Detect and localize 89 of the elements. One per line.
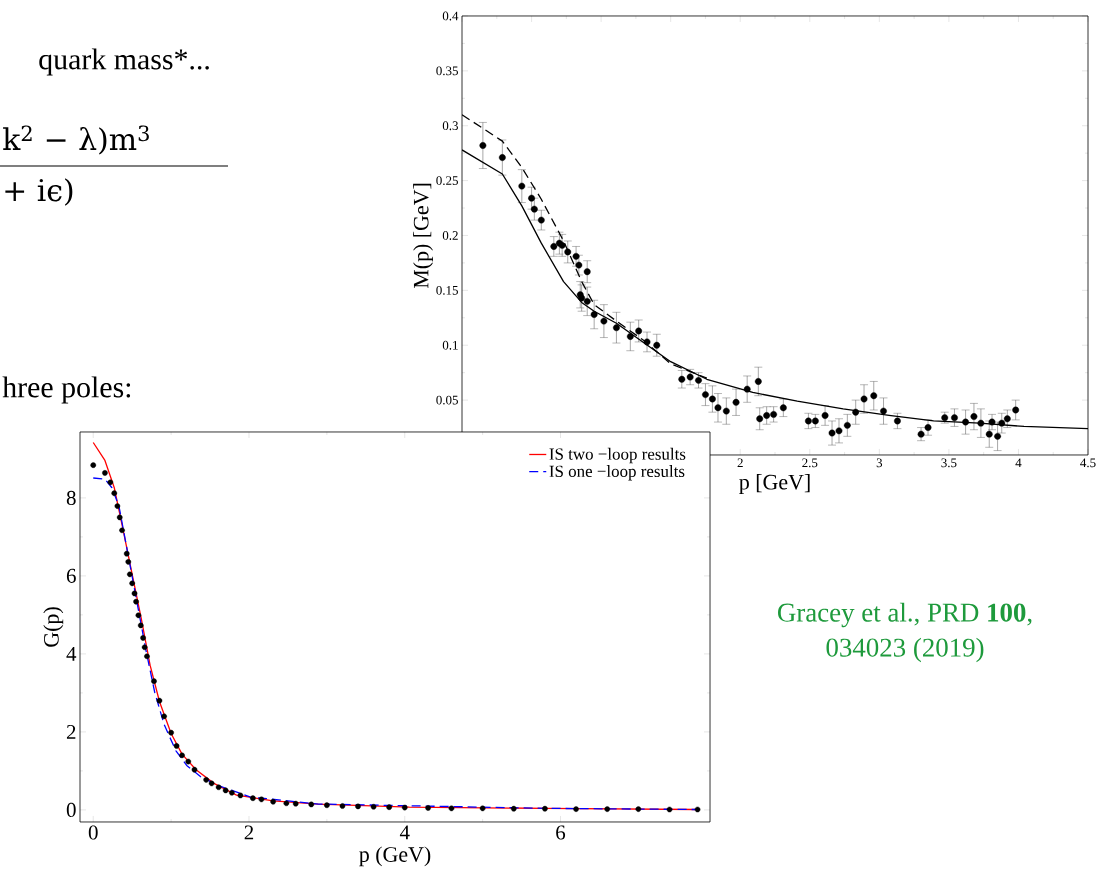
point [448,805,455,812]
point [270,798,276,805]
point [635,806,642,812]
point [151,678,157,684]
point [339,803,346,809]
point [401,804,408,811]
x-tick-label: 4.5 [1080,458,1096,468]
point [283,800,290,807]
y-tick-label: 0.2 [442,231,458,240]
point [173,743,180,749]
y-tick-label: 0.4 [442,11,459,21]
y-axis-title: M(p) [GeV] [413,183,433,289]
point [144,653,150,660]
point [237,792,244,799]
y-tick-label: 2 [66,724,76,739]
y-tick-label: 8 [66,490,76,505]
point [161,713,167,720]
point [156,697,163,704]
point [258,796,265,803]
point [694,806,701,813]
y-tick-label: 0.15 [436,285,458,295]
point [510,805,517,812]
x-tick-label: 3 [876,458,883,468]
point [141,644,148,651]
point [542,805,548,812]
point [208,780,215,787]
text: hree poles: [2,376,131,404]
text: quark mass*... [39,48,209,76]
x-tick-label: 2 [244,825,254,840]
y-tick-label: 0.1 [442,340,458,350]
point [135,612,142,619]
point [666,806,673,813]
point [123,550,130,557]
point [140,635,146,641]
point [114,503,121,509]
point [119,527,125,534]
x-tick-label: 4 [399,825,410,840]
point [129,580,135,587]
point [90,462,97,468]
x-tick-label: 4 [1015,458,1022,468]
point [131,590,138,597]
point [292,800,299,807]
point [355,803,361,810]
text: 034023 (2019) [826,637,984,663]
y-tick-label: 4 [66,647,77,661]
point [107,479,114,486]
point [168,729,174,736]
point [185,758,192,765]
point [324,802,330,809]
point [425,805,431,811]
point [215,784,222,791]
y-tick-label: 0.3 [442,121,458,131]
point [125,559,132,565]
point [370,803,377,810]
y-tick-label: 0.25 [436,176,458,186]
x-tick-label: 2 [737,458,743,468]
point [386,804,392,810]
point [222,787,229,794]
point [111,490,118,497]
point [133,598,139,605]
x-axis-title: p (GeV) [359,846,431,867]
x-axis-title: p [GeV] [739,474,810,494]
y-tick-label: 0.05 [436,395,458,405]
point [573,806,579,812]
text: Gracey et al., PRD 100, [778,602,1032,628]
text: k$^{2}$ − λ)m$^{3}$ [3,125,149,155]
y-tick-label: 0.35 [436,66,458,76]
point [604,806,611,812]
x-tick-label: 3.5 [941,458,957,468]
point [191,766,198,773]
point [102,470,108,476]
point [137,622,144,629]
legend-label: IS two −loop results [549,447,686,464]
x-tick-label: 2.5 [802,458,818,468]
point [179,752,185,759]
x-tick-label: 6 [556,825,566,840]
point [250,795,256,801]
text: + iϵ) [5,178,73,206]
y-tick-label: 0 [66,802,76,817]
y-tick-label: 6 [66,568,76,583]
point [308,801,315,808]
point [203,777,209,783]
point [479,805,486,812]
legend-label: IS one −loop results [549,465,685,481]
x-tick-label: 0 [88,825,98,840]
y-axis-title: G(p) [43,607,64,647]
point [229,789,235,796]
point [116,514,123,521]
point [127,571,133,578]
